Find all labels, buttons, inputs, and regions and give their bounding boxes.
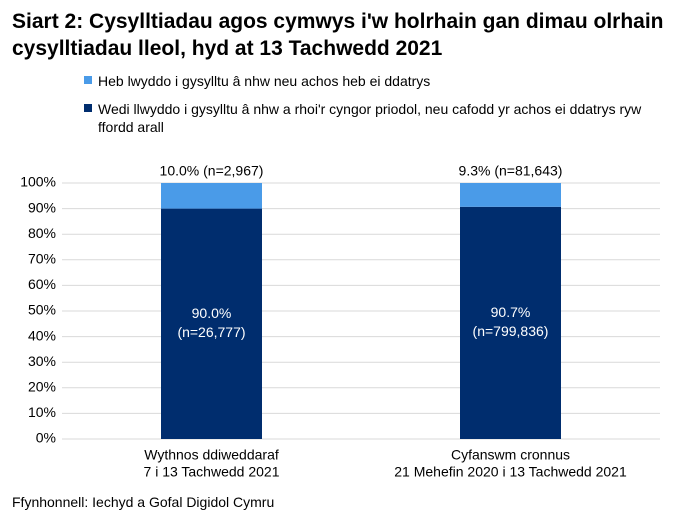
- legend-item: Wedi llwyddo i gysylltu â nhw a rhoi'r c…: [84, 100, 644, 136]
- legend-item: Heb lwyddo i gysylltu â nhw neu achos he…: [84, 72, 644, 90]
- source: Ffynhonnell: Iechyd a Gofal Digidol Cymr…: [12, 494, 275, 510]
- legend-swatch: [84, 104, 92, 112]
- bar-segment: [460, 183, 561, 207]
- data-label: (n=799,836): [473, 323, 549, 339]
- x-tick-label: Wythnos ddiweddaraf: [144, 447, 279, 463]
- bar-segment: [161, 208, 262, 439]
- y-tick-label: 80%: [28, 225, 56, 241]
- y-tick-label: 40%: [28, 327, 56, 343]
- legend-label: Heb lwyddo i gysylltu â nhw neu achos he…: [98, 73, 431, 89]
- y-tick-label: 10%: [28, 404, 56, 420]
- chart-title: Siart 2: Cysylltiadau agos cymwys i'w ho…: [12, 10, 664, 60]
- plot: 0% 10% 20% 30% 40% 50% 60% 70% 80% 90% 100% Wythnos…: [20, 163, 660, 480]
- y-tick-label: 100%: [20, 174, 56, 190]
- y-tick-label: 20%: [28, 379, 56, 395]
- x-tick-label: 21 Mehefin 2020 i 13 Tachwedd 2021: [394, 464, 627, 480]
- y-tick-label: 30%: [28, 353, 56, 369]
- legend: Heb lwyddo i gysylltu â nhw neu achos he…: [84, 72, 644, 146]
- x-tick-label: Cyfanswm cronnus: [451, 447, 570, 463]
- y-tick-label: 90%: [28, 199, 56, 215]
- legend-label: Wedi llwyddo i gysylltu â nhw a rhoi'r c…: [98, 101, 642, 135]
- y-tick-label: 0%: [36, 430, 56, 446]
- data-label: 10.0% (n=2,967): [160, 163, 264, 179]
- data-label: (n=26,777): [177, 324, 245, 340]
- bar-segment: [460, 206, 561, 439]
- y-tick-label: 70%: [28, 251, 56, 267]
- y-tick-label: 60%: [28, 276, 56, 292]
- data-label: 90.0%: [192, 305, 232, 321]
- data-label: 90.7%: [491, 304, 531, 320]
- x-tick-label: 7 i 13 Tachwedd 2021: [144, 464, 280, 480]
- y-tick-label: 50%: [28, 302, 56, 318]
- data-label: 9.3% (n=81,643): [459, 163, 563, 179]
- legend-swatch: [84, 76, 92, 84]
- bar-segment: [161, 183, 262, 209]
